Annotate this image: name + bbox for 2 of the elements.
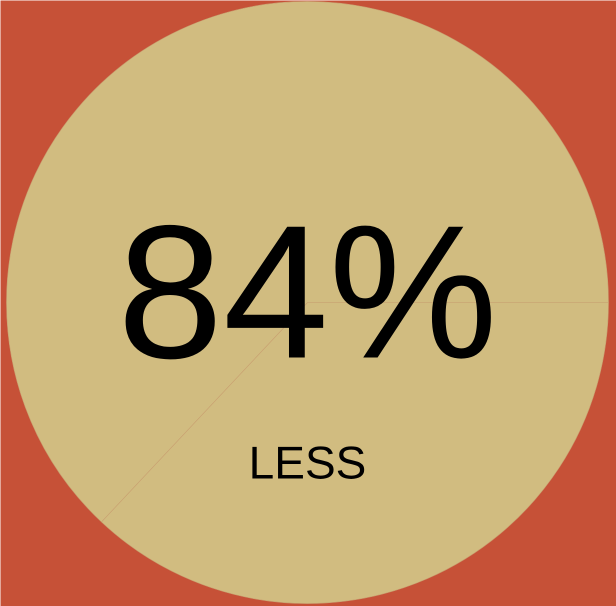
text: 84% — [117, 186, 498, 398]
text: LESS — [248, 436, 366, 488]
